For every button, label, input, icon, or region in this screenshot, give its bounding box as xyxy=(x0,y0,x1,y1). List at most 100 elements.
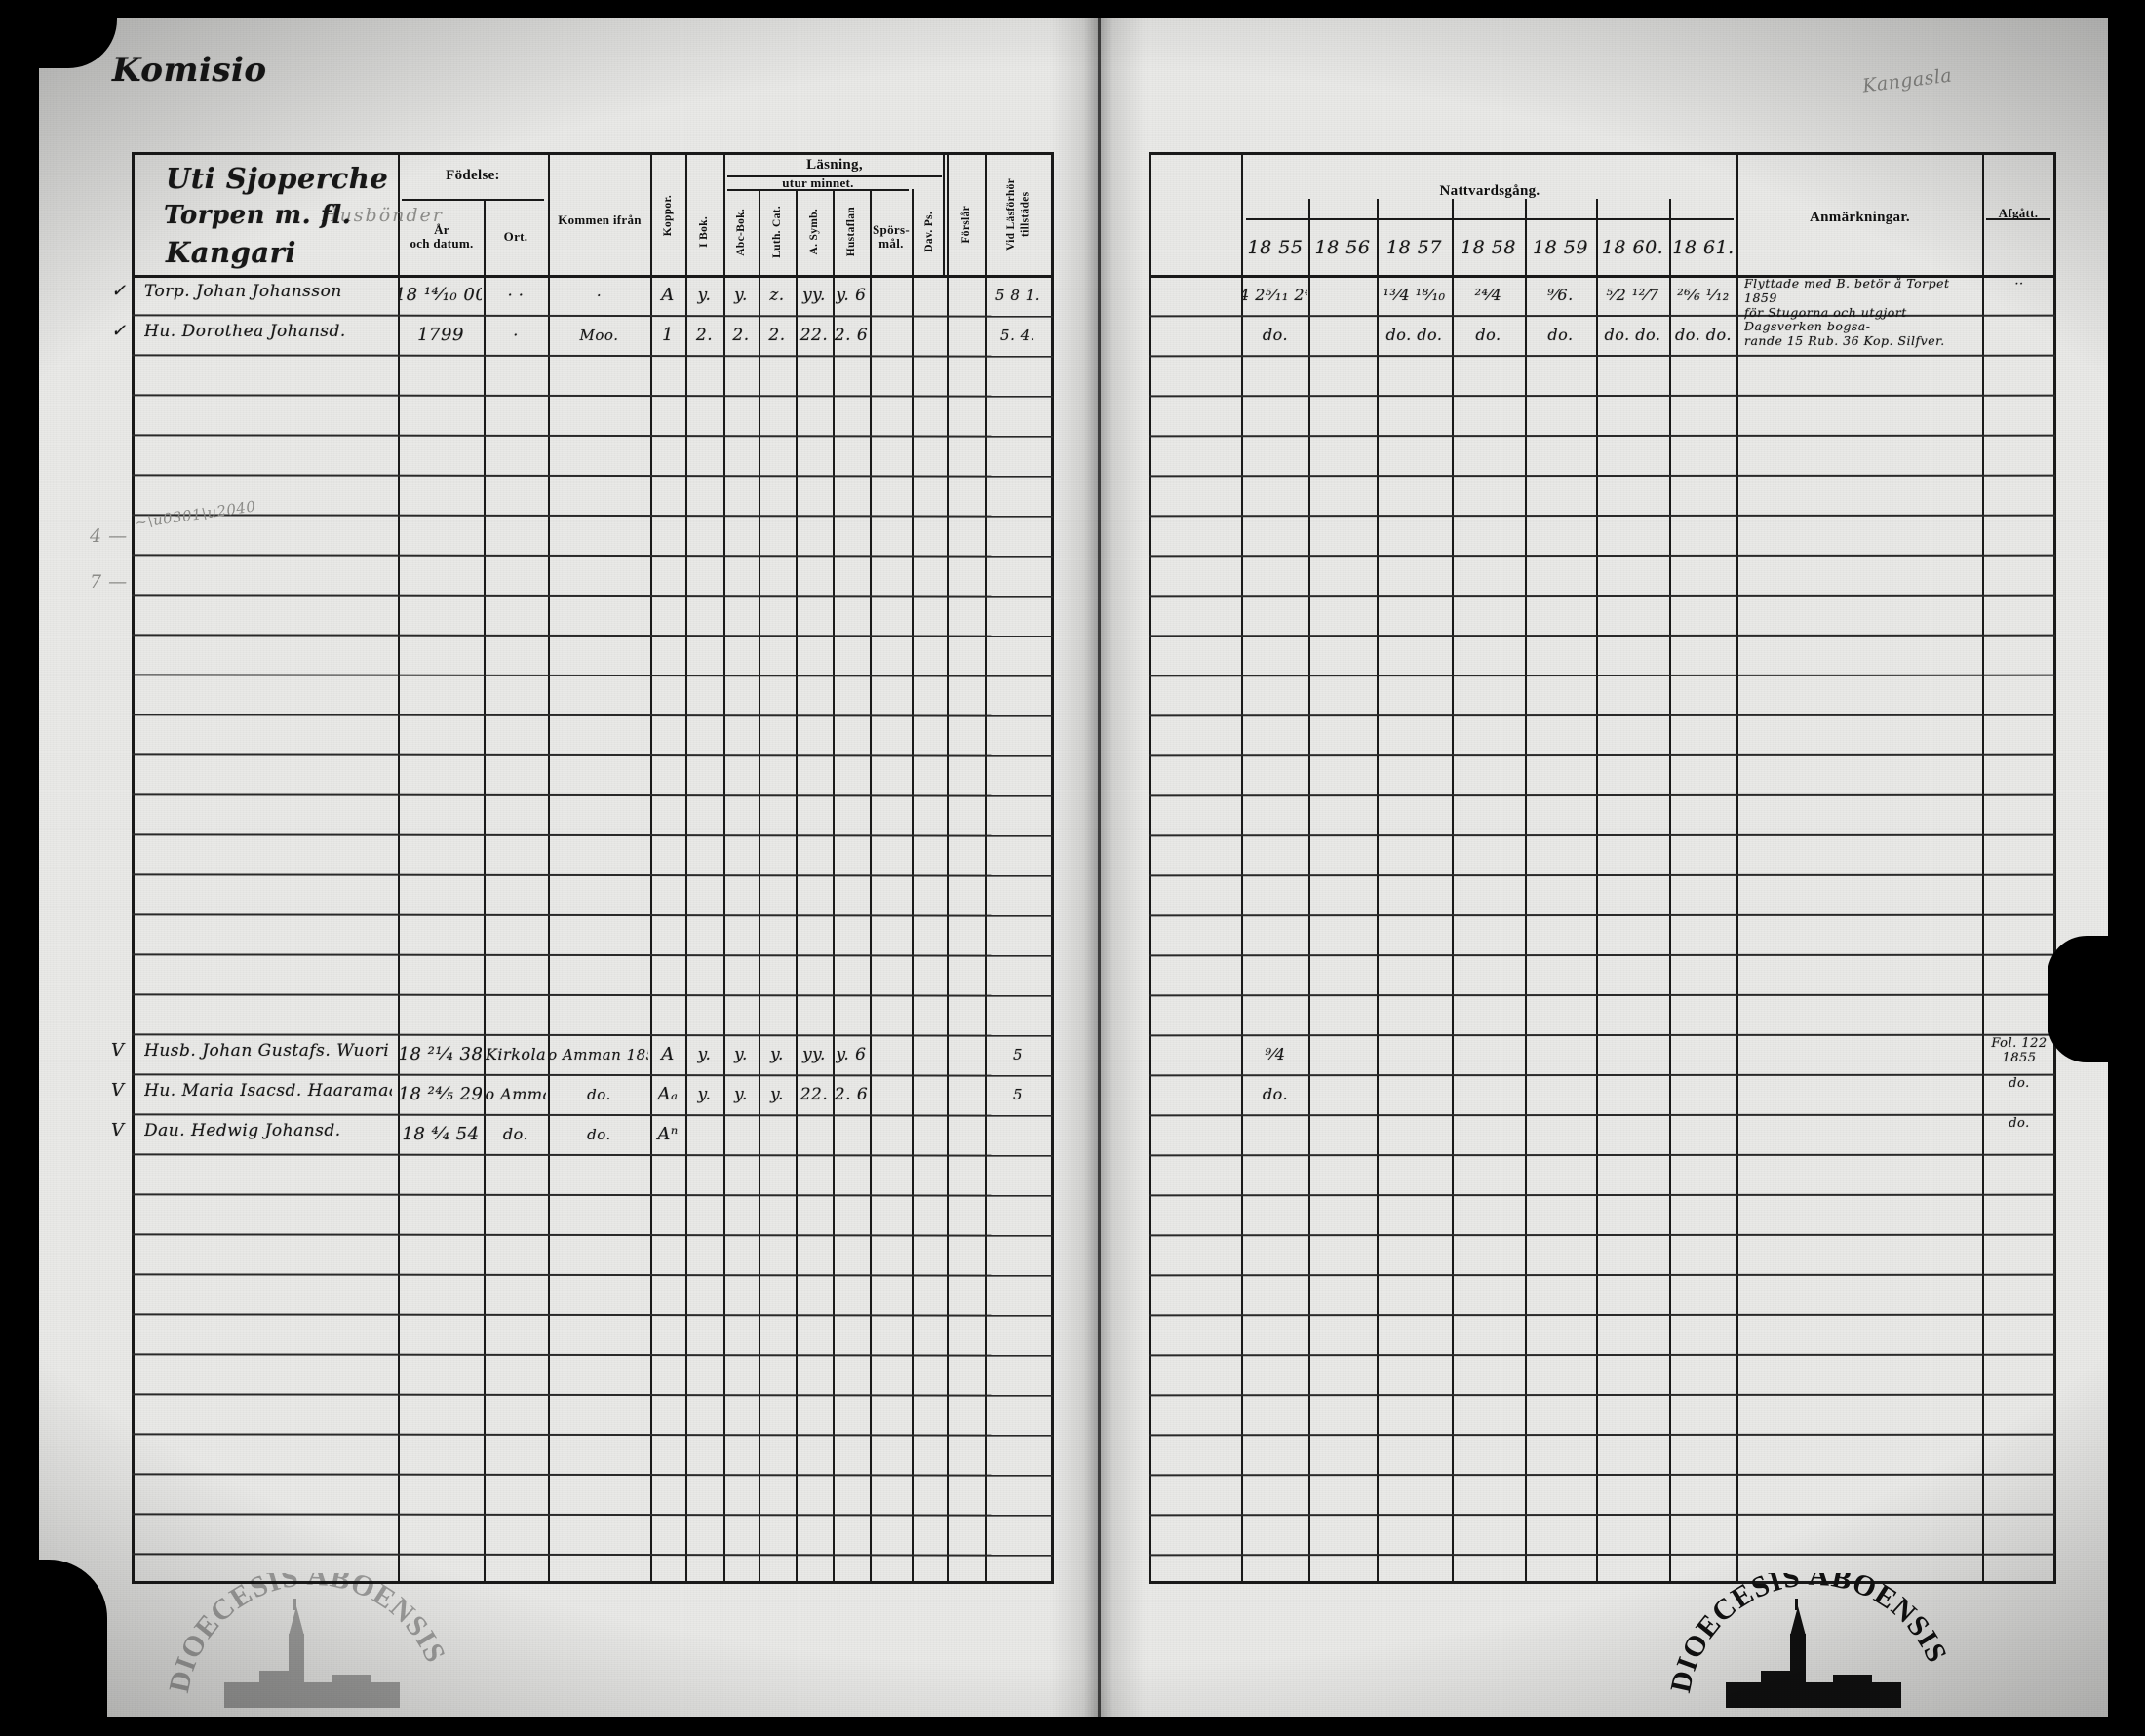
communion-1-3: ²⁴⁄4 xyxy=(1474,286,1502,304)
row-ort-20: Kirkola xyxy=(486,1045,546,1063)
row-ibok-2: 2. xyxy=(695,325,714,345)
communion-1-6: ²⁶⁄₆ ¹⁄₁₂ xyxy=(1677,286,1730,304)
row-vidlas-20: 5 xyxy=(1012,1045,1024,1063)
stray-margin-note-2: 7 — xyxy=(90,571,128,593)
row-name-20: Husb. Johan Gustafs. Wuori xyxy=(144,1041,390,1061)
margin-mark-row-22: V xyxy=(111,1120,125,1140)
row-abc-2: 2. xyxy=(732,325,750,345)
communion-2-3: do. xyxy=(1475,326,1502,344)
header-anmarkningar: Anmärkningar. xyxy=(1740,199,1979,238)
communion-2-5: do. do. xyxy=(1604,326,1661,344)
row-koppor-22: Aⁿ xyxy=(657,1124,679,1144)
row-hust-1: y. 6 xyxy=(836,285,867,305)
year-sep-2 xyxy=(1308,199,1310,1584)
afgatt-21: do. xyxy=(2008,1076,2030,1091)
row-hust-20: y. 6 xyxy=(836,1044,867,1064)
row-luth-21: y. xyxy=(770,1084,784,1104)
row-luth-20: y. xyxy=(770,1044,784,1064)
row-asymb-1: yy. xyxy=(802,285,826,305)
margin-mark-row-1: ✓ xyxy=(111,281,127,301)
communion-1-2: ¹³⁄4 ¹⁸⁄₁₀ xyxy=(1383,286,1446,304)
row-ibok-1: y. xyxy=(697,285,712,305)
row-asymb-21: 22. xyxy=(800,1084,829,1104)
header-afgatt-label: Afgått. xyxy=(1998,206,2039,221)
year-label-1859: 18 59 xyxy=(1533,237,1588,258)
row-ibok-20: y. xyxy=(697,1044,712,1064)
year-label-1857: 18 57 xyxy=(1386,237,1442,258)
row-koppor-1: A xyxy=(661,285,675,305)
year-header-1858: 18 58 xyxy=(1454,222,1523,273)
year-header-1855: 18 55 xyxy=(1243,222,1307,273)
afgatt-22: do. xyxy=(2008,1116,2030,1131)
year-sep-7 xyxy=(1669,199,1671,1584)
row-abc-20: y. xyxy=(734,1044,748,1064)
year-label-1856: 18 56 xyxy=(1314,237,1371,258)
col-sep-anmark-afgatt xyxy=(1982,152,1984,1584)
row-vidlas-2: 5. 4. xyxy=(1000,326,1035,344)
year-sep-3 xyxy=(1377,199,1379,1584)
right-table-right-border xyxy=(2053,152,2056,1584)
year-header-1857: 18 57 xyxy=(1379,222,1450,273)
communion-1-5: ⁵⁄2 ¹²⁄7 xyxy=(1606,286,1659,304)
row-ort-22: do. xyxy=(502,1125,529,1143)
year-sep-6 xyxy=(1596,199,1598,1584)
afgatt-20: Fol. 122 1855 xyxy=(1991,1036,2048,1065)
row-luth-2: 2. xyxy=(768,325,786,345)
afgatt-1: ·· xyxy=(2014,277,2024,291)
col-sep-years-anmark xyxy=(1736,152,1738,1584)
row-hust-21: 2. 6 xyxy=(835,1084,868,1104)
year-header-1861: 18 61. xyxy=(1671,222,1736,273)
year-label-1858: 18 58 xyxy=(1461,237,1516,258)
year-header-1859: 18 59 xyxy=(1527,222,1594,273)
row-asymb-2: 22. xyxy=(800,325,829,345)
row-ort-2: · xyxy=(513,326,519,344)
row-name-22: Dau. Hedwig Johansd. xyxy=(144,1121,341,1140)
header-nattvardsgang: Nattvardsgång. xyxy=(1246,177,1734,207)
communion-21-0: do. xyxy=(1262,1085,1289,1103)
right-table: Nattvardsgång. Anmärkningar. Afgått. 18 … xyxy=(29,14,2116,1671)
communion-2-6: do. do. xyxy=(1675,326,1732,344)
margin-mark-row-2: ✓ xyxy=(111,321,127,341)
header-afgatt: Afgått. xyxy=(1986,199,2050,228)
row-ort-1: · · xyxy=(507,286,525,304)
row-koppor-20: A xyxy=(661,1044,675,1064)
communion-2-4: do. xyxy=(1547,326,1574,344)
year-sep-1 xyxy=(1241,152,1243,1584)
row-kommen-1: · xyxy=(596,286,603,304)
row-ar-20: 18 ²¹⁄₄ 38 xyxy=(400,1044,482,1064)
row-vidlas-21: 5 xyxy=(1012,1085,1024,1103)
communion-1-0: 9⁄4 2⁵⁄₁₁ 2⁴⁄6 xyxy=(1243,286,1307,304)
row-asymb-20: yy. xyxy=(802,1044,826,1064)
row-ar-22: 18 ⁴⁄₄ 54 xyxy=(402,1124,480,1144)
header-anmarkningar-label: Anmärkningar. xyxy=(1810,210,1910,226)
year-sep-5 xyxy=(1525,199,1527,1584)
row-kommen-22: do. xyxy=(587,1125,611,1143)
row-ar-2: 1799 xyxy=(417,325,464,345)
stray-margin-note-1: 4 — xyxy=(90,525,128,547)
communion-20-0: ⁹⁄4 xyxy=(1265,1045,1286,1063)
row-ar-21: 18 ²⁴⁄₅ 29 xyxy=(400,1084,482,1104)
communion-2-2: do. do. xyxy=(1385,326,1443,344)
margin-mark-row-20: V xyxy=(111,1040,125,1061)
row-hust-2: 2. 6 xyxy=(835,325,868,345)
row-name-2: Hu. Dorothea Johansd. xyxy=(144,322,346,341)
year-label-1861: 18 61. xyxy=(1672,237,1735,258)
margin-mark-row-21: V xyxy=(111,1080,125,1100)
right-table-left-border xyxy=(1149,152,1151,1584)
year-sep-4 xyxy=(1452,199,1454,1584)
year-label-1860: 18 60. xyxy=(1601,237,1664,258)
communion-1-4: ⁹⁄6. xyxy=(1547,286,1574,304)
row-name-1: Torp. Johan Johansson xyxy=(144,282,342,301)
row-abc-21: y. xyxy=(734,1084,748,1104)
right-table-bottom-border xyxy=(1149,1581,2055,1584)
row-vidlas-1: 5 8 1. xyxy=(995,286,1040,304)
right-table-top-border xyxy=(1149,152,2055,155)
year-header-1860: 18 60. xyxy=(1598,222,1667,273)
communion-2-0: do. xyxy=(1262,326,1289,344)
row-koppor-2: 1 xyxy=(662,325,674,345)
paper-sheet: Komisio ««« Kangasla xyxy=(29,14,2116,1721)
year-header-1856: 18 56 xyxy=(1310,222,1375,273)
nattvardsgang-underline xyxy=(1246,218,1734,220)
row-koppor-21: Aₐ xyxy=(657,1084,679,1104)
